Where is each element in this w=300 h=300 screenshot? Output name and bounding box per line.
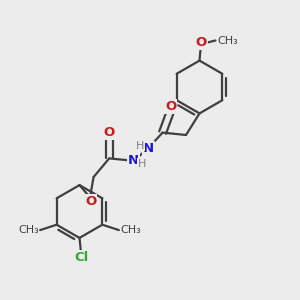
Text: O: O xyxy=(103,126,115,139)
Text: CH₃: CH₃ xyxy=(18,225,39,235)
Text: O: O xyxy=(165,100,176,113)
Text: H: H xyxy=(136,141,144,151)
Text: N: N xyxy=(142,142,154,155)
Text: O: O xyxy=(85,195,96,208)
Text: CH₃: CH₃ xyxy=(217,35,238,46)
Text: H: H xyxy=(138,159,146,169)
Text: N: N xyxy=(128,154,140,167)
Text: Cl: Cl xyxy=(74,251,89,264)
Text: O: O xyxy=(195,36,207,49)
Text: CH₃: CH₃ xyxy=(120,225,141,235)
